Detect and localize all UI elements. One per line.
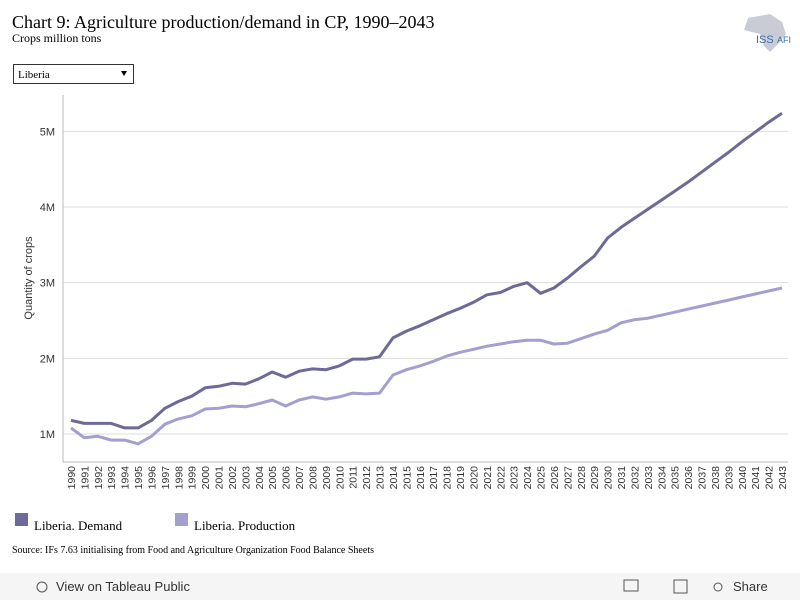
x-tick-label: 1998 [173, 466, 185, 490]
x-tick-label: 2004 [254, 466, 266, 490]
x-tick-label: 2031 [616, 466, 628, 490]
tableau-icon[interactable] [36, 581, 48, 593]
logo-left: ISS [756, 34, 774, 46]
x-tick-label: 2043 [777, 466, 789, 490]
dropdown-box[interactable] [13, 64, 134, 84]
x-tick-label: 2002 [227, 466, 239, 490]
series-line [70, 111, 783, 430]
legend-item: Liberia. Demand [15, 513, 123, 533]
x-tick-label: 2040 [737, 466, 749, 490]
x-tick-label: 2025 [536, 466, 548, 490]
x-tick-label: 2022 [495, 466, 507, 490]
x-tick-label: 1993 [106, 466, 118, 490]
x-tick-label: 2020 [468, 466, 480, 490]
y-tick-label: 2M [40, 353, 55, 365]
legend-swatch [15, 513, 28, 526]
x-tick-label: 2005 [267, 466, 279, 490]
share-button[interactable]: Share [733, 579, 768, 594]
x-tick-label: 2021 [482, 466, 494, 490]
x-tick-label: 1995 [133, 466, 145, 490]
x-tick-label: 2003 [240, 466, 252, 490]
x-tick-label: 2038 [710, 466, 722, 490]
y-tick-label: 4M [40, 202, 55, 214]
africa-shape [744, 14, 786, 52]
y-axis-label: Quantity of crops [23, 236, 35, 320]
download-button[interactable] [623, 579, 639, 592]
x-tick-label: 2026 [549, 466, 561, 490]
filter-dropdown[interactable]: Liberia [13, 64, 134, 84]
x-tick-label: 2019 [455, 466, 467, 490]
fullscreen-button[interactable] [673, 579, 688, 594]
dropdown-value[interactable]: Liberia [18, 69, 50, 81]
dropdown-arrow[interactable] [121, 71, 127, 76]
toolbar-bg [0, 573, 800, 600]
x-tick-label: 2042 [764, 466, 776, 490]
x-tick-label: 2037 [697, 466, 709, 490]
x-tick-label: 1999 [187, 466, 199, 490]
x-tick-label: 2016 [415, 466, 427, 490]
y-tick-label: 1M [40, 429, 55, 441]
x-tick-label: 1992 [93, 466, 105, 490]
x-tick-label: 1991 [79, 466, 91, 490]
x-tick-label: 2009 [321, 466, 333, 490]
x-tick-label: 2039 [723, 466, 735, 490]
x-tick-label: 2008 [307, 466, 319, 490]
x-tick-label: 2012 [361, 466, 373, 490]
x-tick-label: 1994 [120, 466, 132, 490]
series-line [70, 286, 783, 446]
chart-title: Chart 9: Agriculture production/demand i… [12, 12, 434, 32]
x-tick-label: 2034 [656, 466, 668, 490]
x-tick-label: 2007 [294, 466, 306, 490]
x-tick-label: 2032 [629, 466, 641, 490]
x-tick-label: 1996 [146, 466, 158, 490]
share-icon[interactable] [713, 582, 723, 592]
x-tick-label: 2006 [281, 466, 293, 490]
x-tick-label: 2000 [200, 466, 212, 490]
logo: ISS AFI [744, 14, 791, 52]
source: Source: IFs 7.63 initialising from Food … [12, 545, 374, 556]
x-tick-label: 2011 [348, 466, 360, 489]
x-tick-label: 2001 [214, 466, 226, 490]
legend-item: Liberia. Production [175, 513, 296, 533]
x-tick-label: 2013 [375, 466, 387, 490]
logo-right: AFI [777, 35, 791, 45]
x-tick-label: 2033 [643, 466, 655, 490]
legend-swatch [175, 513, 188, 526]
x-tick-label: 2027 [562, 466, 574, 490]
x-tick-label: 2028 [576, 466, 588, 490]
view-on-tableau[interactable]: View on Tableau Public [56, 579, 190, 594]
legend-label: Liberia. Demand [34, 518, 123, 533]
x-tick-label: 2036 [683, 466, 695, 490]
x-tick-label: 2017 [428, 466, 440, 490]
x-tick-label: 2018 [442, 466, 454, 490]
x-tick-label: 2015 [401, 466, 413, 490]
toolbar: View on Tableau Public Share [0, 573, 800, 600]
legend-label: Liberia. Production [194, 518, 296, 533]
y-tick-label: 3M [40, 278, 55, 290]
x-tick-label: 2041 [750, 466, 762, 490]
x-tick-label: 2029 [589, 466, 601, 490]
x-tick-label: 2010 [334, 466, 346, 490]
y-tick-label: 5M [40, 126, 55, 138]
x-tick-label: 2023 [509, 466, 521, 490]
x-tick-label: 2030 [603, 466, 615, 490]
x-tick-label: 1990 [66, 466, 78, 490]
x-tick-label: 2035 [670, 466, 682, 490]
chart-subtitle: Crops million tons [12, 31, 102, 45]
x-tick-label: 1997 [160, 466, 172, 490]
x-tick-label: 2014 [388, 466, 400, 490]
x-tick-label: 2024 [522, 466, 534, 490]
